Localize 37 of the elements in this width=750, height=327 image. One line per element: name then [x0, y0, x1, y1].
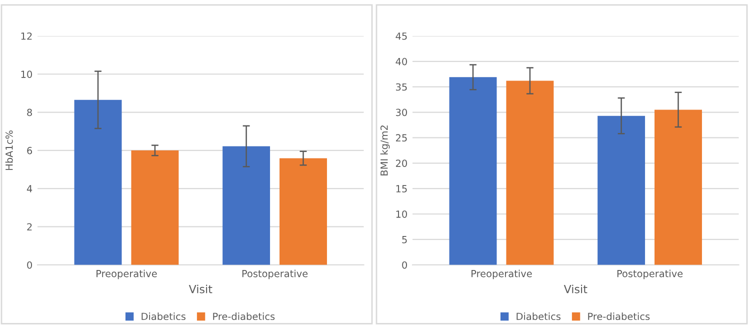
- x-tick-label: Preoperative: [472, 270, 532, 280]
- y-tick-label: 25: [396, 134, 407, 142]
- bar: [598, 116, 646, 265]
- bar: [654, 110, 702, 265]
- y-tick-label: 15: [396, 185, 407, 192]
- legend-label: Diabetics: [516, 312, 560, 320]
- y-axis-title: BMI kg/m2: [380, 126, 390, 176]
- bar: [449, 77, 497, 265]
- y-tick-label: 35: [396, 83, 407, 91]
- y-tick-label: 8: [27, 108, 32, 116]
- y-tick-label: 4: [26, 185, 32, 192]
- bar: [131, 150, 179, 265]
- legend-label: Pre-diabetics: [213, 312, 275, 320]
- y-tick-label: 2: [27, 223, 32, 230]
- y-tick-label: 6: [27, 146, 32, 154]
- bar: [74, 100, 122, 265]
- y-tick-label: 30: [396, 108, 407, 116]
- legend-label: Pre-diabetics: [588, 312, 650, 320]
- y-tick-label: 20: [396, 160, 407, 167]
- y-tick-label: 0: [27, 261, 32, 269]
- y-tick-label: 45: [396, 32, 407, 40]
- y-axis-title: HbA1c%: [5, 130, 13, 170]
- x-axis-title: Visit: [188, 284, 212, 294]
- y-tick-label: 12: [21, 32, 32, 40]
- bar: [280, 158, 327, 265]
- y-tick-label: 0: [402, 261, 407, 269]
- legend-label: Diabetics: [142, 312, 186, 320]
- x-tick-label: Preoperative: [96, 270, 157, 280]
- y-tick-label: 10: [396, 210, 407, 218]
- x-tick-label: Postoperative: [617, 270, 683, 280]
- bar: [222, 146, 270, 265]
- x-tick-label: Postoperative: [242, 270, 308, 280]
- y-tick-label: 5: [402, 236, 407, 244]
- y-tick-label: 10: [21, 70, 32, 78]
- y-tick-label: 40: [396, 58, 407, 66]
- bar: [506, 80, 554, 265]
- x-axis-title: Visit: [564, 284, 588, 294]
